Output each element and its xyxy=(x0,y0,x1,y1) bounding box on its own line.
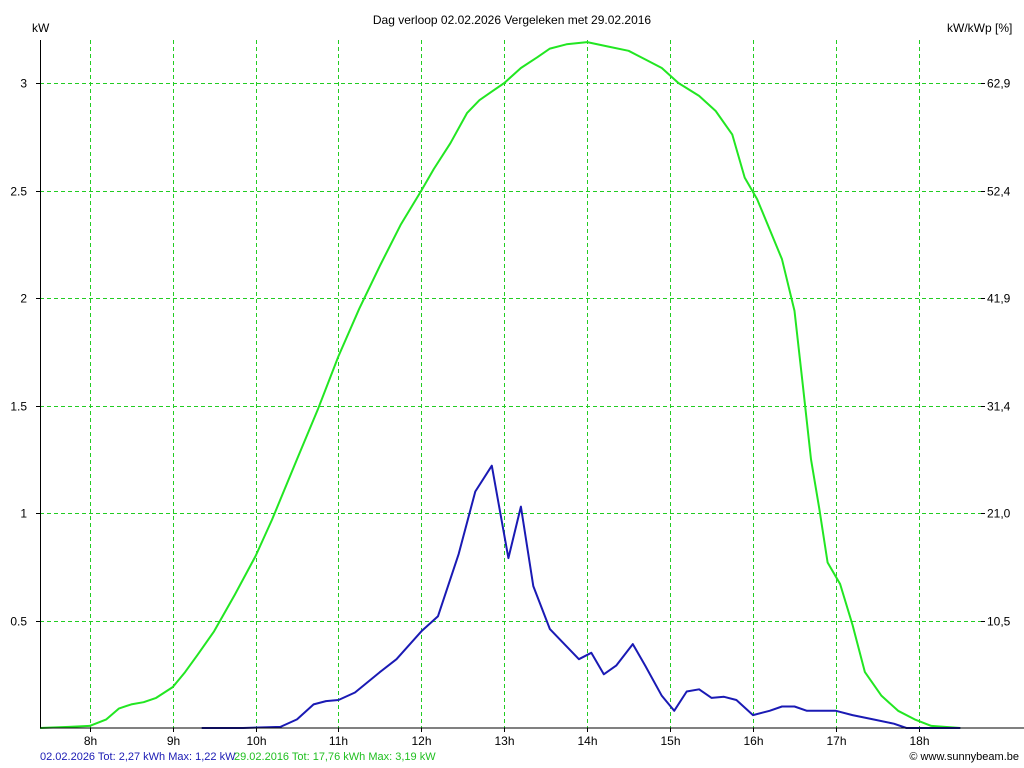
chart-title: Dag verloop 02.02.2026 Vergeleken met 29… xyxy=(373,13,652,27)
x-tick-label: 11h xyxy=(329,734,348,748)
copyright-link[interactable]: © www.sunnybeam.be xyxy=(909,751,1019,763)
y-right-tick-label: 52,4 xyxy=(987,185,1011,199)
y-tick-label: 0.5 xyxy=(10,615,27,629)
grid-lines xyxy=(40,40,981,728)
y-right-tick-label: 21,0 xyxy=(987,507,1011,521)
x-tick-label: 10h xyxy=(246,734,266,748)
y-right-tick-label: 62,9 xyxy=(987,77,1011,91)
y-tick-label: 1.5 xyxy=(10,400,27,414)
x-tick-label: 9h xyxy=(167,734,180,748)
y-axis-label-left: kW xyxy=(32,21,50,35)
x-tick-label: 17h xyxy=(826,734,846,748)
x-tick-label: 12h xyxy=(411,734,431,748)
y-right-tick-label: 31,4 xyxy=(987,400,1011,414)
y-axis-label-right: kW/kWp [%] xyxy=(947,21,1012,35)
x-tick-label: 13h xyxy=(494,734,514,748)
x-tick-label: 14h xyxy=(577,734,597,748)
x-tick-label: 18h xyxy=(909,734,929,748)
axis-ticks: 0.5 1 1.5 2 2.5 3 10,5 21,0 31,4 41,9 52,4 62,9 8h 9h… xyxy=(10,77,1010,749)
y-tick-label: 2.5 xyxy=(10,185,27,199)
x-tick-label: 16h xyxy=(743,734,763,748)
y-tick-label: 3 xyxy=(20,77,27,91)
chart-footer: 02.02.2026 Tot: 2,27 kWh Max: 1,22 kW 29… xyxy=(0,748,1024,768)
series-line-02-02-2026 xyxy=(201,464,961,729)
y-right-tick-label: 10,5 xyxy=(987,615,1011,629)
y-tick-label: 2 xyxy=(20,292,27,306)
series-line-29-02-2016 xyxy=(39,41,961,729)
y-right-tick-label: 41,9 xyxy=(987,292,1011,306)
y-tick-label: 1 xyxy=(20,507,27,521)
chart-area: Dag verloop 02.02.2026 Vergeleken met 29… xyxy=(10,13,1024,749)
series-lines xyxy=(39,41,961,729)
summary-29-02-2016: 29.02.2016 Tot: 17,76 kWh Max: 3,19 kW xyxy=(234,751,436,763)
x-tick-label: 8h xyxy=(84,734,97,748)
x-tick-label: 15h xyxy=(660,734,680,748)
summary-02-02-2026: 02.02.2026 Tot: 2,27 kWh Max: 1,22 kW xyxy=(40,751,236,763)
